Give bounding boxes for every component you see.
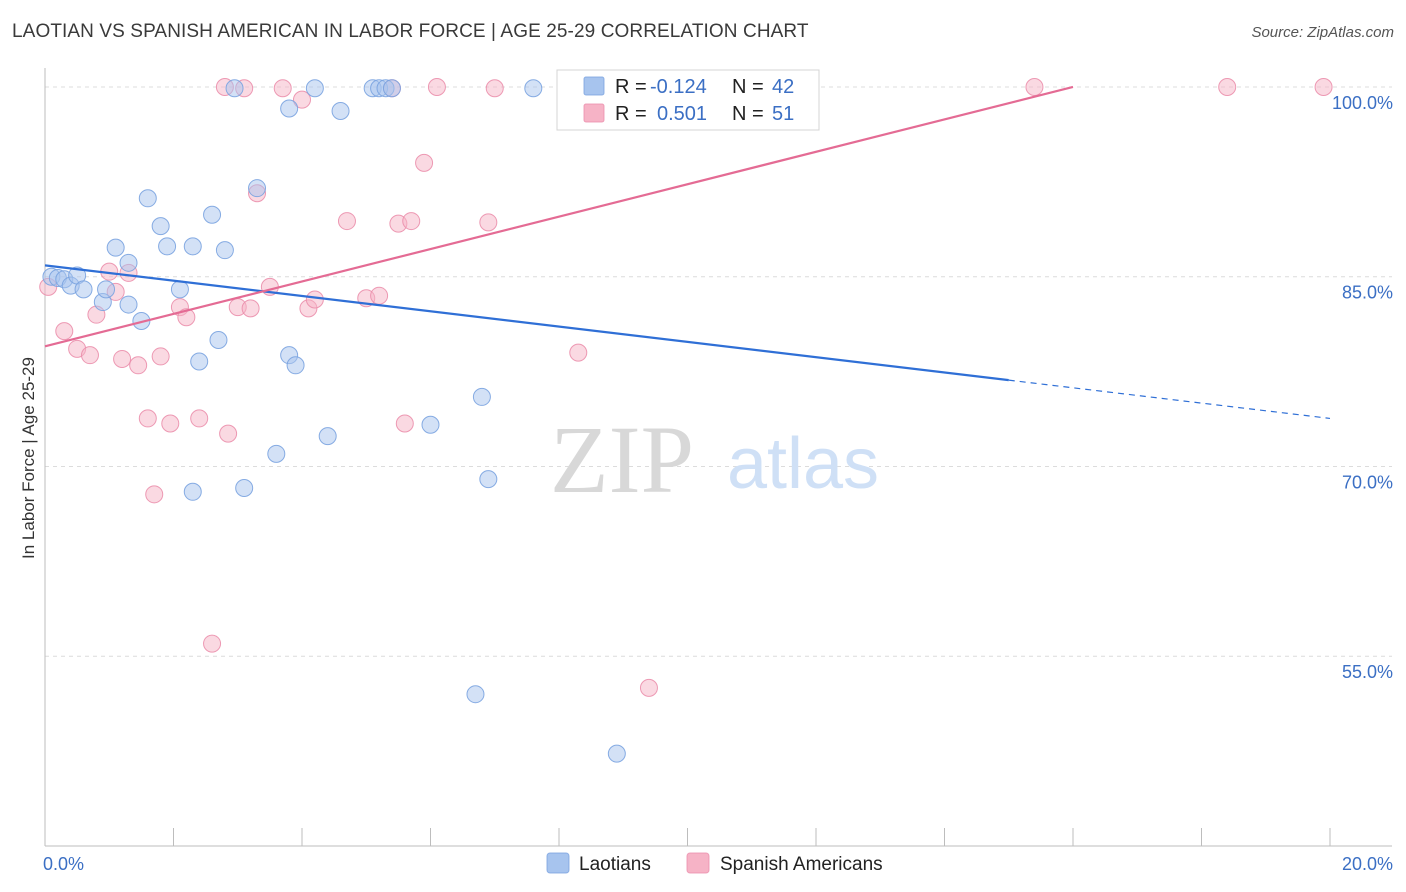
laotian-point	[318, 427, 337, 446]
spanish-american-point	[1314, 77, 1333, 96]
laotian-point	[183, 482, 202, 501]
legend-swatch-spanish	[583, 103, 605, 123]
spanish-american-point	[395, 414, 414, 433]
spanish-american-point	[129, 356, 148, 375]
laotian-point	[190, 352, 209, 371]
laotian-point	[74, 280, 93, 299]
y-tick-label: 55.0%	[1342, 662, 1393, 682]
laotian-point	[225, 79, 244, 98]
axes	[44, 68, 1392, 847]
bottom-legend-label-spanish: Spanish Americans	[720, 854, 883, 875]
spanish-american-point	[569, 343, 588, 362]
chart-title: LAOTIAN VS SPANISH AMERICAN IN LABOR FOR…	[12, 21, 809, 42]
spanish-american-point	[1025, 77, 1044, 96]
y-axis-label: In Labor Force | Age 25-29	[19, 357, 38, 559]
spanish-american-point	[485, 79, 504, 98]
laotian-point	[331, 102, 350, 121]
legend-n-label-1: N =	[732, 76, 764, 98]
series-spanish-americans	[39, 77, 1333, 697]
laotian-point	[286, 356, 305, 375]
laotian-point	[524, 79, 543, 98]
spanish-american-point	[219, 424, 238, 443]
spanish-american-point	[203, 634, 222, 653]
spanish-american-point	[190, 409, 209, 428]
laotian-point	[215, 241, 234, 260]
legend-r-value-2: 0.501	[657, 103, 707, 125]
tick-labels: 55.0% 70.0% 85.0% 100.0% 0.0% 20.0%	[43, 93, 1393, 874]
bottom-legend-swatch-laotians	[546, 852, 570, 874]
legend-n-label-2: N =	[732, 103, 764, 125]
laotian-point	[382, 79, 401, 98]
laotian-point	[248, 179, 267, 198]
spanish-american-point	[151, 347, 170, 366]
spanish-american-point	[415, 153, 434, 172]
bottom-legend-swatch-spanish	[686, 852, 710, 874]
legend-n-value-2: 51	[772, 103, 794, 125]
spanish-american-point	[402, 212, 421, 231]
spanish-american-point	[370, 286, 389, 305]
spanish-american-point	[241, 299, 260, 318]
bottom-legend-label-laotians: Laotians	[579, 854, 651, 875]
spanish-american-point	[113, 349, 132, 368]
laotian-point	[119, 253, 138, 272]
laotian-point	[119, 295, 138, 314]
spanish-american-point	[479, 213, 498, 232]
spanish-american-point	[138, 409, 157, 428]
laotian-point	[607, 744, 626, 763]
spanish-american-point	[55, 322, 74, 341]
series-laotians	[42, 79, 626, 763]
laotian-point	[183, 237, 202, 256]
legend-swatch-laotians	[583, 76, 605, 96]
source-credit: Source: ZipAtlas.com	[1251, 24, 1394, 41]
legend-r-label-2: R =	[615, 103, 647, 125]
laotian-point	[479, 470, 498, 489]
y-tick-label: 100.0%	[1332, 93, 1393, 113]
watermark-zip: ZIP	[550, 406, 694, 513]
spanish-american-point	[80, 346, 99, 365]
spanish-american-point	[427, 77, 446, 96]
top-legend: R = -0.124 N = 42 R = 0.501 N = 51	[556, 69, 820, 131]
laotian-point	[151, 217, 170, 236]
y-tick-label: 70.0%	[1342, 472, 1393, 492]
trend-lines	[44, 85, 1331, 420]
laotian-point	[97, 280, 116, 299]
spanish-american-point	[161, 414, 180, 433]
spanish-american-point	[337, 212, 356, 231]
laotian-point	[203, 205, 222, 224]
laotian-point	[421, 415, 440, 434]
trend-line-laotians-extension	[1008, 379, 1331, 420]
laotian-point	[158, 237, 177, 256]
y-tick-label: 85.0%	[1342, 283, 1393, 303]
spanish-american-point	[293, 90, 311, 109]
trend-line-spanish-americans	[44, 85, 1074, 348]
trend-line-laotians	[44, 264, 1009, 382]
legend-r-value-1: -0.124	[650, 76, 707, 98]
laotian-point	[267, 444, 286, 463]
laotian-point	[106, 238, 125, 257]
spanish-american-point	[1218, 77, 1237, 96]
spanish-american-point	[305, 290, 324, 309]
watermark: ZIP atlas	[550, 406, 879, 513]
spanish-american-point	[639, 678, 658, 697]
laotian-point	[235, 478, 254, 497]
spanish-american-point	[177, 308, 196, 327]
laotian-point	[466, 685, 485, 704]
gridlines	[45, 86, 1392, 657]
bottom-legend: Laotians Spanish Americans	[546, 852, 883, 875]
x-tick-label: 20.0%	[1342, 854, 1393, 874]
legend-n-value-1: 42	[772, 76, 794, 98]
laotian-point	[305, 79, 324, 98]
spanish-american-point	[273, 79, 292, 98]
legend-r-label-1: R =	[615, 76, 647, 98]
spanish-american-point	[145, 485, 164, 504]
watermark-atlas: atlas	[727, 424, 879, 504]
laotian-point	[472, 387, 491, 406]
laotian-point	[138, 189, 157, 208]
laotian-point	[280, 99, 299, 118]
laotian-point	[209, 330, 228, 349]
x-tick-label: 0.0%	[43, 854, 84, 874]
laotian-point	[170, 280, 189, 299]
